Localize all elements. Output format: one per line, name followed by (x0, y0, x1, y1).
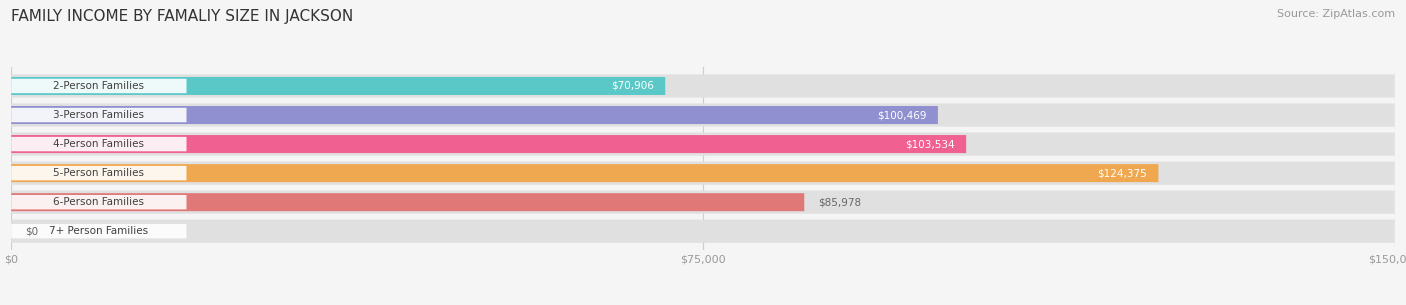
Text: $103,534: $103,534 (905, 139, 955, 149)
Text: 5-Person Families: 5-Person Families (53, 168, 145, 178)
FancyBboxPatch shape (11, 106, 938, 124)
FancyBboxPatch shape (11, 166, 187, 180)
FancyBboxPatch shape (11, 103, 1395, 127)
Text: $0: $0 (25, 226, 38, 236)
Text: 2-Person Families: 2-Person Families (53, 81, 145, 91)
FancyBboxPatch shape (11, 135, 966, 153)
FancyBboxPatch shape (11, 164, 1159, 182)
Text: FAMILY INCOME BY FAMALIY SIZE IN JACKSON: FAMILY INCOME BY FAMALIY SIZE IN JACKSON (11, 9, 353, 24)
Text: 3-Person Families: 3-Person Families (53, 110, 145, 120)
FancyBboxPatch shape (11, 74, 1395, 98)
Text: Source: ZipAtlas.com: Source: ZipAtlas.com (1277, 9, 1395, 19)
Text: $70,906: $70,906 (612, 81, 654, 91)
FancyBboxPatch shape (11, 220, 1395, 243)
Text: 4-Person Families: 4-Person Families (53, 139, 145, 149)
FancyBboxPatch shape (11, 162, 1395, 185)
FancyBboxPatch shape (11, 108, 187, 122)
FancyBboxPatch shape (11, 77, 665, 95)
FancyBboxPatch shape (11, 224, 187, 239)
Text: $124,375: $124,375 (1098, 168, 1147, 178)
FancyBboxPatch shape (11, 191, 1395, 214)
FancyBboxPatch shape (11, 132, 1395, 156)
FancyBboxPatch shape (11, 193, 804, 211)
Text: 7+ Person Families: 7+ Person Families (49, 226, 149, 236)
Text: $100,469: $100,469 (877, 110, 927, 120)
Text: 6-Person Families: 6-Person Families (53, 197, 145, 207)
FancyBboxPatch shape (11, 79, 187, 93)
FancyBboxPatch shape (11, 137, 187, 151)
Text: $85,978: $85,978 (818, 197, 862, 207)
FancyBboxPatch shape (11, 195, 187, 209)
